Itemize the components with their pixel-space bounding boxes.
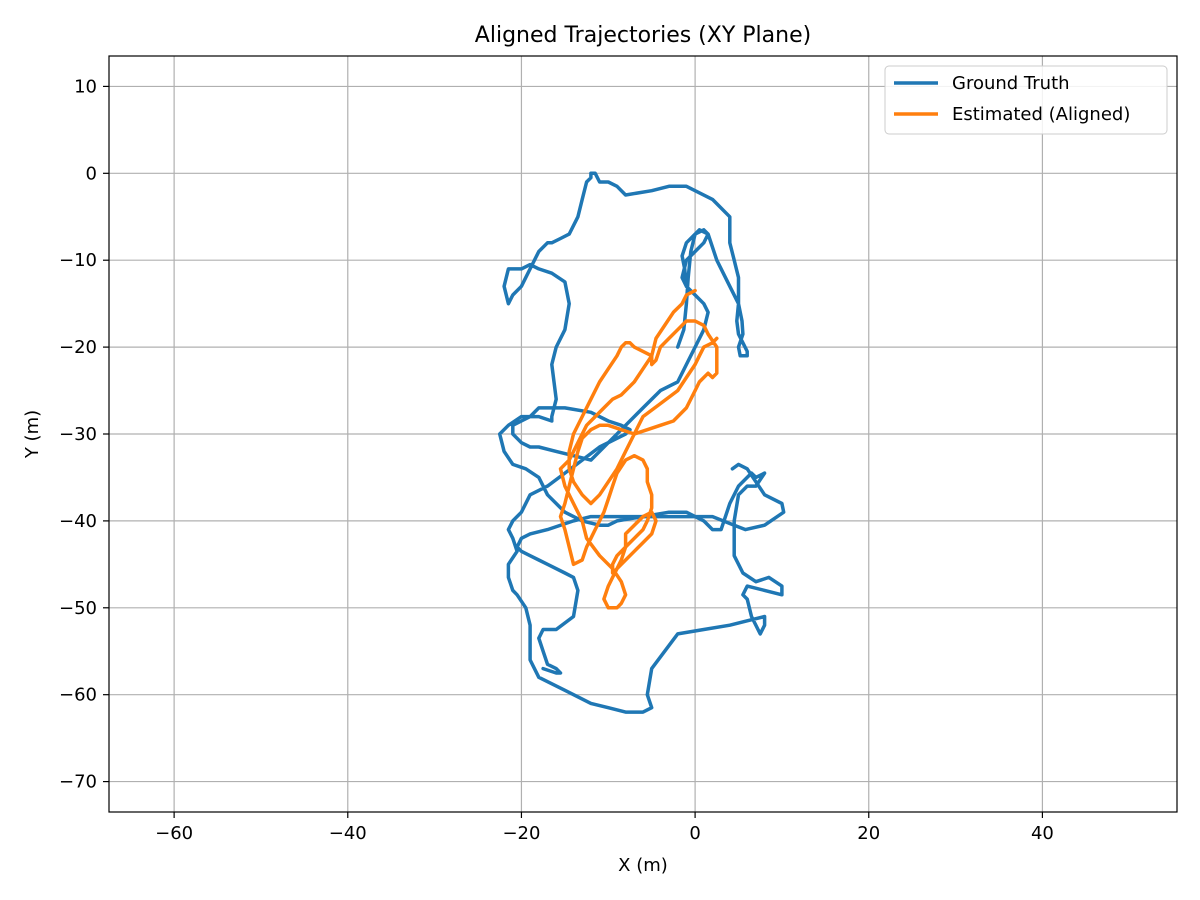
legend-label-estimated: Estimated (Aligned) bbox=[952, 104, 1130, 125]
y-tick-label: 10 bbox=[74, 76, 97, 97]
series-line-ground-truth bbox=[497, 171, 784, 714]
series-line-estimated-aligned bbox=[558, 288, 719, 610]
y-tick-label: −70 bbox=[59, 772, 97, 793]
legend-label-ground-truth: Ground Truth bbox=[952, 73, 1070, 94]
y-axis-label: Y (m) bbox=[22, 410, 43, 459]
x-axis-label: X (m) bbox=[618, 855, 668, 876]
y-tick-label: −40 bbox=[59, 511, 97, 532]
x-tick-label: −20 bbox=[502, 823, 540, 844]
y-tick-label: −20 bbox=[59, 337, 97, 358]
x-tick-label: −60 bbox=[155, 823, 193, 844]
x-tick-label: 40 bbox=[1031, 823, 1054, 844]
y-tick-label: −10 bbox=[59, 250, 97, 271]
axis-ticks: −60 −40 −20 0 20 40 10 0 −10 −20 −30 −40 −50 −60 −70 bbox=[59, 76, 1054, 844]
x-tick-label: −40 bbox=[329, 823, 367, 844]
legend-box bbox=[884, 65, 1168, 135]
y-tick-label: −30 bbox=[59, 424, 97, 445]
series-line-ground-truth-branch bbox=[515, 462, 786, 675]
y-tick-label: −60 bbox=[59, 685, 97, 706]
y-tick-label: −50 bbox=[59, 598, 97, 619]
y-tick-label: 0 bbox=[86, 163, 97, 184]
x-tick-label: 0 bbox=[689, 823, 700, 844]
chart-title: Aligned Trajectories (XY Plane) bbox=[475, 23, 811, 48]
legend: Ground Truth Estimated (Aligned) bbox=[884, 65, 1168, 135]
x-tick-label: 20 bbox=[857, 823, 880, 844]
series-layer bbox=[497, 171, 786, 714]
